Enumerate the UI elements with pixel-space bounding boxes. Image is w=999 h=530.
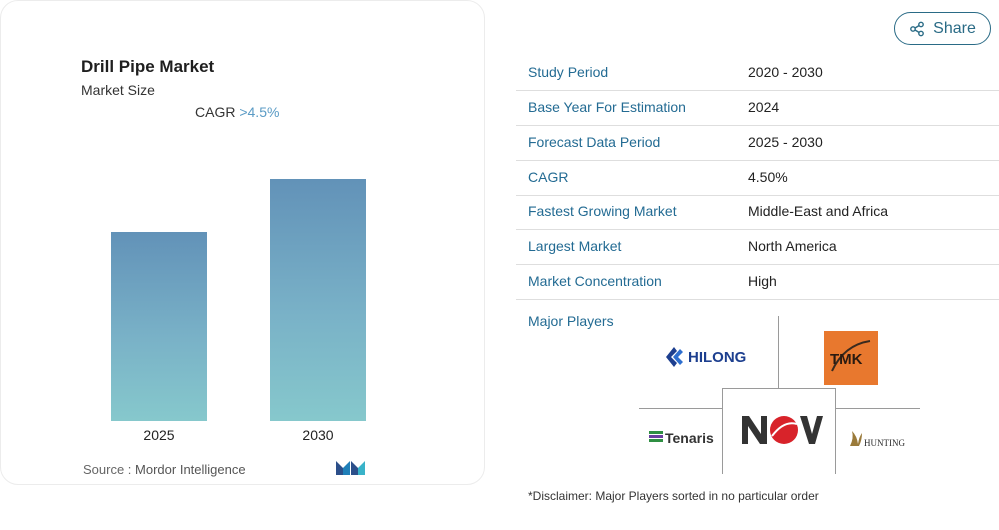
chart-title: Drill Pipe Market [81, 57, 215, 76]
major-players-label: Major Players [528, 313, 614, 329]
tmk-logo: TMK [824, 331, 878, 385]
grid-divider [835, 388, 836, 474]
nov-logo [740, 412, 824, 448]
share-button[interactable]: Share [894, 12, 991, 45]
summary-row-base-year: Base Year For Estimation 2024 [516, 91, 999, 126]
summary-row-forecast-period: Forecast Data Period 2025 - 2030 [516, 126, 999, 161]
share-icon [910, 21, 925, 36]
grid-divider [836, 408, 920, 409]
x-tick-label: 2030 [302, 427, 334, 443]
summary-key: Forecast Data Period [528, 134, 661, 150]
tenaris-logo: Tenaris [649, 426, 719, 448]
summary-value: 4.50% [748, 169, 788, 185]
chart-subtitle: Market Size [81, 82, 155, 98]
summary-value: High [748, 273, 777, 289]
cagr-indicator: CAGR >4.5% [195, 104, 279, 120]
summary-row-largest-market: Largest Market North America [516, 230, 999, 265]
grid-divider [778, 316, 779, 388]
svg-text:HUNTING: HUNTING [864, 438, 905, 448]
summary-value: 2025 - 2030 [748, 134, 823, 150]
chart-source: Source : Mordor Intelligence [83, 462, 246, 477]
summary-key: Market Concentration [528, 273, 662, 289]
share-label: Share [933, 19, 976, 37]
summary-key: Study Period [528, 64, 609, 80]
summary-value: North America [748, 238, 837, 254]
bar-2030 [270, 179, 366, 421]
grid-divider [639, 408, 722, 409]
bar-2025 [111, 232, 207, 421]
cagr-label: CAGR [195, 104, 236, 120]
mordor-intelligence-logo [336, 461, 365, 475]
x-tick-label: 2025 [143, 427, 175, 443]
summary-key: CAGR [528, 169, 569, 185]
grid-divider [722, 388, 836, 389]
summary-key: Base Year For Estimation [528, 99, 686, 115]
summary-row-study-period: Study Period 2020 - 2030 [516, 56, 999, 91]
grid-divider [722, 388, 723, 474]
hunting-logo: HUNTING [848, 428, 912, 450]
cagr-value: >4.5% [239, 104, 280, 120]
source-value: Mordor Intelligence [135, 462, 246, 477]
summary-key: Largest Market [528, 238, 622, 254]
summary-row-cagr: CAGR 4.50% [516, 161, 999, 196]
svg-text:HILONG: HILONG [688, 349, 746, 366]
summary-key: Fastest Growing Market [528, 203, 677, 219]
summary-row-fastest-growing: Fastest Growing Market Middle-East and A… [516, 195, 999, 230]
summary-value: Middle-East and Africa [748, 203, 889, 219]
summary-value: 2020 - 2030 [748, 64, 823, 80]
disclaimer: *Disclaimer: Major Players sorted in no … [528, 489, 819, 503]
summary-row-concentration: Market Concentration High [516, 265, 999, 300]
svg-text:TMK: TMK [830, 351, 863, 368]
svg-text:Tenaris: Tenaris [665, 430, 714, 446]
hilong-logo: HILONG [664, 343, 756, 371]
market-size-card: Drill Pipe Market Market Size CAGR >4.5%… [0, 0, 485, 485]
source-label: Source : [83, 462, 132, 477]
summary-value: 2024 [748, 99, 780, 115]
